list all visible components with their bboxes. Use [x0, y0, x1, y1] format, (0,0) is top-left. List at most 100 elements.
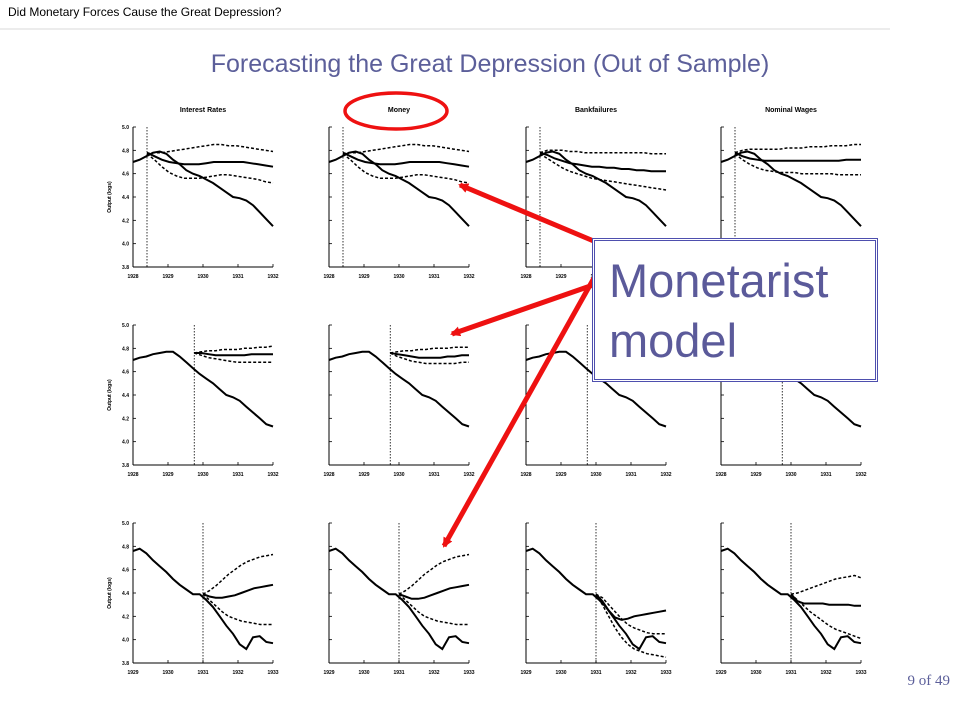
- slide-header: Did Monetary Forces Cause the Great Depr…: [8, 5, 282, 19]
- x-tick-label: 1928: [127, 472, 138, 478]
- lower-band-line: [734, 153, 861, 176]
- forecast-line: [202, 583, 274, 599]
- x-tick-label: 1930: [555, 670, 566, 676]
- arrow-to-money-row-2: [450, 281, 597, 337]
- x-tick-label: 1929: [162, 274, 173, 280]
- x-tick-label: 1929: [162, 472, 173, 478]
- forecast-line: [390, 352, 469, 359]
- y-tick-label: 4.2: [122, 218, 129, 224]
- x-tick-label: 1929: [555, 274, 566, 280]
- x-tick-label: 1933: [267, 670, 278, 676]
- x-tick-label: 1930: [785, 472, 796, 478]
- column-title: Interest Rates: [180, 107, 226, 114]
- x-tick-label: 1930: [197, 274, 208, 280]
- panels-layer: Interest Rates Money Bankfailures Nominal W…: [107, 107, 867, 676]
- x-tick-label: 1930: [358, 670, 369, 676]
- y-tick-label: 4.0: [122, 638, 129, 644]
- x-tick-label: 1928: [520, 472, 531, 478]
- x-tick-label: 1930: [590, 472, 601, 478]
- upper-band-line: [146, 143, 274, 155]
- x-tick-label: 1931: [428, 472, 439, 478]
- upper-band-line: [390, 346, 469, 354]
- y-tick-label: 4.8: [122, 346, 129, 352]
- lower-band-line: [539, 153, 667, 191]
- column-title: Bankfailures: [575, 107, 617, 114]
- x-tick-label: 1932: [660, 472, 671, 478]
- forecast-line: [734, 151, 861, 162]
- slide-title: Forecasting the Great Depression (Out of…: [210, 50, 770, 78]
- y-tick-label: 4.0: [122, 440, 129, 446]
- lower-band-line: [389, 352, 469, 365]
- x-tick-label: 1932: [463, 274, 474, 280]
- x-tick-label: 1933: [463, 670, 474, 676]
- lower-band-line: [398, 593, 469, 626]
- y-tick-label: 4.6: [122, 568, 129, 574]
- lower-band-line: [194, 352, 273, 364]
- lower-band-line: [202, 593, 273, 626]
- y-tick-label: 4.8: [122, 544, 129, 550]
- upper-band-line: [342, 143, 470, 155]
- x-tick-label: 1931: [232, 274, 243, 280]
- y-tick-label: 4.2: [122, 416, 129, 422]
- upper-band-line: [202, 553, 274, 595]
- monetarist-model-callout: Monetarist model: [592, 238, 878, 382]
- actual-output-line: [720, 150, 862, 227]
- actual-output-line: [132, 547, 274, 651]
- callout-text: Monetarist model: [609, 254, 829, 367]
- lower-band-line: [790, 593, 862, 640]
- x-tick-label: 1930: [393, 472, 404, 478]
- x-tick-label: 1929: [127, 670, 138, 676]
- lower-band-line: [342, 153, 470, 184]
- header-divider: [0, 28, 890, 30]
- forecast-line: [539, 151, 666, 173]
- x-tick-label: 1932: [625, 670, 636, 676]
- panel: 1928 1929 1930 1931 1932: [323, 126, 475, 280]
- y-tick-label: 4.4: [122, 393, 129, 399]
- x-tick-label: 1928: [127, 274, 138, 280]
- y-tick-label: 4.6: [122, 172, 129, 178]
- x-tick-label: 1932: [463, 472, 474, 478]
- x-tick-label: 1932: [820, 670, 831, 676]
- x-tick-label: 1928: [520, 274, 531, 280]
- actual-output-line: [328, 350, 470, 428]
- y-tick-label: 3.8: [122, 661, 129, 667]
- x-tick-label: 1931: [393, 670, 404, 676]
- arrow-to-money-row-3: [441, 276, 597, 548]
- x-tick-label: 1931: [820, 472, 831, 478]
- x-tick-label: 1928: [715, 472, 726, 478]
- x-tick-label: 1933: [855, 670, 866, 676]
- forecast-line: [146, 151, 274, 168]
- upper-band-line: [194, 345, 274, 354]
- highlight-circle: [343, 91, 449, 131]
- x-tick-label: 1929: [358, 274, 369, 280]
- panel: 5.0 4.8 4.6 4.4 4.2 4.0 3.8 Output (logs) 1929 19…: [107, 521, 279, 676]
- y-axis-label: Output (logs): [107, 577, 113, 609]
- x-tick-label: 1931: [625, 472, 636, 478]
- forecast-line: [194, 352, 273, 357]
- upper-band-line: [595, 593, 666, 635]
- column-title: Money: [388, 107, 410, 114]
- y-tick-label: 4.4: [122, 591, 129, 597]
- panel: 1929 1930 1931 1932 1933: [715, 522, 867, 676]
- y-axis-label: Output (logs): [107, 379, 113, 411]
- actual-output-line: [132, 150, 274, 227]
- x-tick-label: 1931: [785, 670, 796, 676]
- y-tick-label: 4.6: [122, 370, 129, 376]
- forecast-line: [790, 593, 861, 607]
- actual-output-line: [328, 150, 470, 227]
- x-tick-label: 1930: [393, 274, 404, 280]
- y-axis-label: Output (logs): [107, 181, 113, 213]
- x-tick-label: 1929: [358, 472, 369, 478]
- column-title: Nominal Wages: [765, 107, 817, 114]
- forecast-line: [342, 151, 470, 168]
- x-tick-label: 1930: [197, 472, 208, 478]
- forecast-line: [595, 593, 667, 621]
- y-tick-label: 5.0: [122, 521, 129, 527]
- x-tick-label: 1932: [232, 670, 243, 676]
- arrows-layer: [441, 182, 597, 548]
- x-tick-label: 1930: [750, 670, 761, 676]
- y-tick-label: 4.4: [122, 195, 129, 201]
- actual-output-line: [525, 150, 667, 227]
- panel: 1929 1930 1931 1932 1933: [323, 522, 475, 676]
- x-tick-label: 1932: [428, 670, 439, 676]
